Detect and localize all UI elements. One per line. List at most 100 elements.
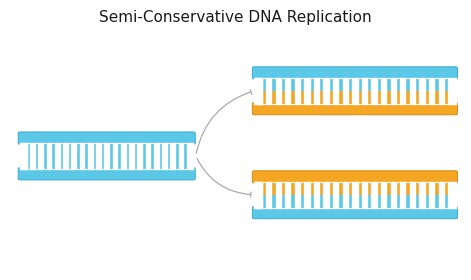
Bar xyxy=(367,182,372,195)
Bar xyxy=(84,143,88,169)
Bar xyxy=(425,182,429,195)
Bar xyxy=(319,91,324,104)
Bar xyxy=(281,195,285,207)
Bar xyxy=(386,78,390,91)
Bar xyxy=(134,143,138,169)
Bar xyxy=(183,143,187,169)
Bar xyxy=(291,182,295,195)
Bar xyxy=(406,78,410,91)
Bar xyxy=(377,195,381,207)
Bar xyxy=(406,91,410,104)
Bar xyxy=(68,143,72,169)
Bar xyxy=(300,195,304,207)
Bar xyxy=(262,182,266,195)
Bar xyxy=(357,78,362,91)
Bar xyxy=(281,91,285,104)
Bar xyxy=(262,91,266,104)
Bar xyxy=(415,91,419,104)
Bar xyxy=(348,91,352,104)
Bar xyxy=(348,182,352,195)
Bar xyxy=(415,182,419,195)
Bar xyxy=(300,182,304,195)
Bar xyxy=(300,78,304,91)
Bar xyxy=(167,143,171,169)
Bar xyxy=(338,182,343,195)
Bar xyxy=(386,195,390,207)
Bar xyxy=(396,91,400,104)
Bar xyxy=(444,182,448,195)
Bar xyxy=(159,143,162,169)
Bar xyxy=(125,143,129,169)
Bar xyxy=(175,143,179,169)
Bar xyxy=(101,143,105,169)
Bar xyxy=(262,195,266,207)
Bar xyxy=(386,182,390,195)
Bar xyxy=(348,195,352,207)
Bar xyxy=(142,143,146,169)
Bar xyxy=(434,195,439,207)
Bar xyxy=(377,91,381,104)
Text: Semi-Conservative DNA Replication: Semi-Conservative DNA Replication xyxy=(99,10,372,25)
Bar xyxy=(396,182,400,195)
Bar xyxy=(150,143,154,169)
Bar xyxy=(271,78,276,91)
Bar xyxy=(117,143,121,169)
Bar xyxy=(396,78,400,91)
FancyBboxPatch shape xyxy=(252,102,457,115)
Bar xyxy=(309,182,314,195)
FancyBboxPatch shape xyxy=(18,168,195,180)
Bar xyxy=(434,78,439,91)
FancyBboxPatch shape xyxy=(252,67,457,79)
Bar xyxy=(367,78,372,91)
Bar xyxy=(425,78,429,91)
Bar xyxy=(444,195,448,207)
Bar xyxy=(51,143,55,169)
Bar xyxy=(271,182,276,195)
Bar xyxy=(291,91,295,104)
Bar xyxy=(26,143,30,169)
FancyBboxPatch shape xyxy=(252,206,457,219)
Bar xyxy=(377,182,381,195)
Bar xyxy=(415,195,419,207)
Bar xyxy=(329,182,333,195)
Bar xyxy=(406,195,410,207)
Bar xyxy=(271,195,276,207)
Bar xyxy=(386,91,390,104)
Bar xyxy=(357,91,362,104)
Bar xyxy=(357,195,362,207)
Bar xyxy=(109,143,113,169)
Bar xyxy=(329,91,333,104)
Bar xyxy=(319,182,324,195)
Bar xyxy=(35,143,39,169)
FancyBboxPatch shape xyxy=(252,171,457,183)
Bar xyxy=(92,143,96,169)
Bar xyxy=(434,91,439,104)
Bar xyxy=(367,195,372,207)
Bar xyxy=(377,78,381,91)
Bar xyxy=(444,91,448,104)
Bar xyxy=(406,182,410,195)
Bar xyxy=(291,78,295,91)
Bar xyxy=(309,195,314,207)
Bar xyxy=(338,78,343,91)
Bar xyxy=(338,195,343,207)
Bar xyxy=(329,195,333,207)
Bar xyxy=(76,143,80,169)
Bar xyxy=(319,195,324,207)
Bar xyxy=(281,78,285,91)
Bar xyxy=(444,78,448,91)
Bar xyxy=(43,143,47,169)
Bar xyxy=(348,78,352,91)
Bar xyxy=(425,91,429,104)
Bar xyxy=(271,91,276,104)
Bar xyxy=(338,91,343,104)
Bar xyxy=(434,182,439,195)
FancyBboxPatch shape xyxy=(18,132,195,144)
Bar xyxy=(262,78,266,91)
Bar xyxy=(300,91,304,104)
Bar xyxy=(291,195,295,207)
Bar xyxy=(309,78,314,91)
Bar xyxy=(425,195,429,207)
Bar xyxy=(309,91,314,104)
Bar xyxy=(59,143,63,169)
